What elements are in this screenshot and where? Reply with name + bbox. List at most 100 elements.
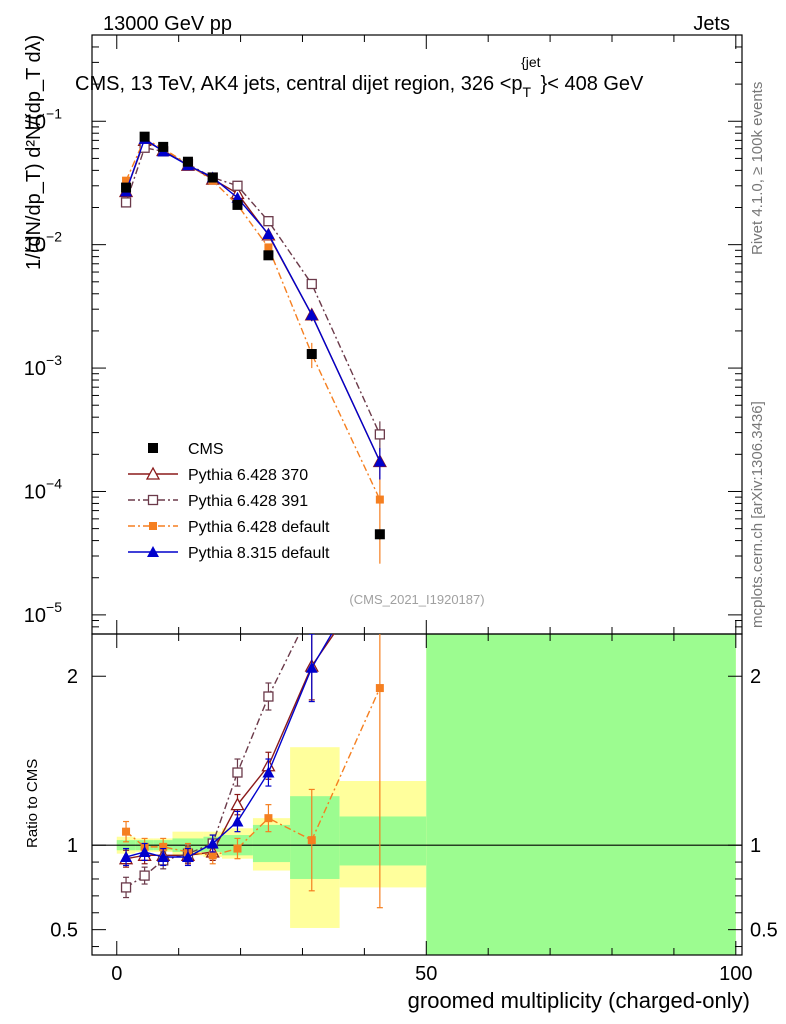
header-right: Jets — [693, 13, 730, 35]
main-ytick-label-4: 10−5 — [24, 599, 62, 627]
watermark-text: (CMS_2021_I1920187) — [349, 592, 484, 607]
ratio-point-pythia-6-428-391 — [120, 882, 132, 893]
main-ytick-label-base: 10 — [24, 358, 46, 380]
main-point-pythia-6-428-391 — [306, 278, 317, 290]
main-point-cms — [306, 349, 317, 360]
side-label-top: Rivet 4.1.0, ≥ 100k events — [749, 82, 766, 255]
main-line-pythia-8-315-default — [125, 137, 381, 462]
main-point-pythia-6-428-default — [264, 243, 273, 252]
ratio-point-pythia-8-315-default — [206, 837, 219, 849]
main-ytick-label-exp: −5 — [46, 599, 62, 615]
ratio-ylabel-group: Ratio to CMS — [24, 759, 41, 848]
ratio-point-pythia-8-315-default — [157, 851, 170, 863]
ratio-band-inner-9 — [426, 634, 736, 955]
legend: CMS Pythia 6.428 370 Pythia 6.428 391 Pythi… — [128, 441, 330, 562]
ratio-series-layer — [118, 634, 384, 909]
ratio-ytick-label-0: 0.5 — [50, 920, 78, 942]
main-point-cms — [374, 529, 385, 540]
main-point-cms — [182, 156, 193, 167]
plot-title: CMS, 13 TeV, AK4 jets, central dijet reg… — [75, 54, 644, 100]
main-ylabel-group: 1/(dN/dp_T) d²N/(dp_T dλ) — [23, 35, 45, 270]
main-line-pythia-6-428-391 — [125, 146, 381, 435]
main-point-cms — [158, 141, 169, 152]
ratio-point-pythia-8-315-default — [138, 845, 151, 857]
ratio-point-pythia-6-428-default — [375, 684, 384, 693]
plot-title-sup: {jet — [521, 54, 541, 70]
main-point-cms — [207, 172, 218, 183]
ratio-frame-rect — [91, 633, 743, 956]
main-point-pythia-6-428-391 — [374, 429, 386, 440]
legend-label-pythia-6-428-370: Pythia 6.428 370 — [188, 467, 308, 484]
main-ytick-label-base: 10 — [24, 605, 46, 627]
ratio-point-pythia-6-428-default — [159, 842, 168, 851]
main-point-pythia-8-315-default — [262, 228, 275, 240]
main-line-pythia-6-428-default — [125, 137, 381, 500]
side-label-top-group: Rivet 4.1.0, ≥ 100k events — [749, 82, 766, 255]
ratio-plot-frame: 0 50 100 0.5 0.5 1 1 2 2 — [50, 633, 778, 985]
ratio-point-pythia-8-315-default — [231, 815, 244, 827]
main-point-pythia-6-428-default — [122, 176, 131, 185]
main-ytick-label-exp: −1 — [46, 105, 62, 121]
ratio-point-pythia-8-315-default — [120, 851, 133, 863]
ratio-point-pythia-6-428-391 — [139, 870, 150, 881]
side-label-bottom: mcplots.cern.ch [arXiv:1306.3436] — [749, 401, 766, 628]
main-ytick-label-base: 10 — [24, 111, 46, 133]
ratio-point-pythia-6-428-default — [233, 844, 242, 853]
legend-marker-pythia-6-428-370 — [145, 466, 161, 480]
main-ytick-label-3: 10−4 — [24, 475, 62, 503]
main-point-cms — [139, 131, 150, 142]
main-point-cms — [263, 250, 274, 261]
main-ytick-label-1: 10−2 — [24, 229, 62, 257]
main-point-pythia-6-428-391 — [232, 180, 243, 191]
ratio-ytick-label-1: 1 — [67, 835, 78, 857]
ratio-point-pythia-8-315-default — [305, 661, 318, 673]
main-ytick-label-base: 10 — [24, 235, 46, 257]
legend-label-cms: CMS — [188, 441, 224, 458]
ratio-point-pythia-6-428-default — [307, 836, 316, 845]
legend-marker-pythia-8-315-default — [147, 546, 159, 557]
main-point-cms — [121, 182, 132, 193]
main-ytick-label-base: 10 — [24, 481, 46, 503]
ratio-ytick-label-right-2: 2 — [750, 666, 761, 688]
ratio-xtick-label-2: 100 — [719, 963, 752, 985]
legend-label-pythia-6-428-391: Pythia 6.428 391 — [188, 493, 308, 510]
ratio-point-pythia-6-428-370 — [230, 797, 245, 811]
main-point-pythia-6-428-391 — [263, 216, 274, 227]
side-label-bottom-group: mcplots.cern.ch [arXiv:1306.3436] — [749, 401, 766, 628]
plot-title-sub: T — [523, 84, 532, 100]
main-ytick-label-exp: −3 — [46, 352, 62, 368]
ratio-xtick-label-0: 0 — [111, 963, 122, 985]
main-point-cms — [232, 199, 243, 210]
ratio-point-pythia-6-428-default — [208, 851, 217, 860]
ratio-band-inner-6 — [252, 824, 291, 863]
ratio-ytick-label-right-1: 1 — [750, 835, 761, 857]
main-ytick-label-exp: −4 — [46, 475, 62, 491]
main-point-pythia-8-315-default — [373, 455, 386, 467]
ratio-xtick-label-1: 50 — [415, 963, 437, 985]
main-line-pythia-6-428-370 — [125, 139, 381, 462]
plot-title-suffix: }< 408 GeV — [541, 73, 645, 95]
legend-marker-pythia-6-428-391 — [147, 494, 159, 506]
main-series-layer — [118, 131, 387, 564]
main-ytick-label-exp: −2 — [46, 229, 62, 245]
x-axis-label: groomed multiplicity (charged-only) — [408, 988, 750, 1013]
main-ylabel: 1/(dN/dp_T) d²N/(dp_T dλ) — [23, 35, 45, 270]
ratio-point-pythia-6-428-default — [264, 814, 273, 823]
ratio-bands — [116, 634, 736, 955]
main-point-pythia-6-428-391 — [120, 197, 132, 208]
main-ytick-label-2: 10−3 — [24, 352, 62, 380]
main-point-pythia-8-315-default — [305, 308, 318, 320]
ratio-point-pythia-6-428-default — [122, 827, 131, 836]
ratio-point-pythia-8-315-default — [262, 766, 275, 778]
ratio-ytick-label-2: 2 — [67, 666, 78, 688]
main-plot-frame: 10−110−210−310−410−5 — [24, 34, 743, 635]
header-left: 13000 GeV pp — [103, 13, 232, 35]
main-ytick-label-0: 10−1 — [24, 105, 62, 133]
main-point-pythia-6-428-default — [375, 495, 384, 504]
ratio-point-pythia-8-315-default — [181, 851, 194, 863]
legend-label-pythia-6-428-default: Pythia 6.428 default — [188, 519, 330, 536]
ratio-ylabel: Ratio to CMS — [24, 759, 41, 848]
ratio-band-inner-8 — [339, 816, 427, 866]
ratio-ytick-label-right-0: 0.5 — [750, 920, 778, 942]
